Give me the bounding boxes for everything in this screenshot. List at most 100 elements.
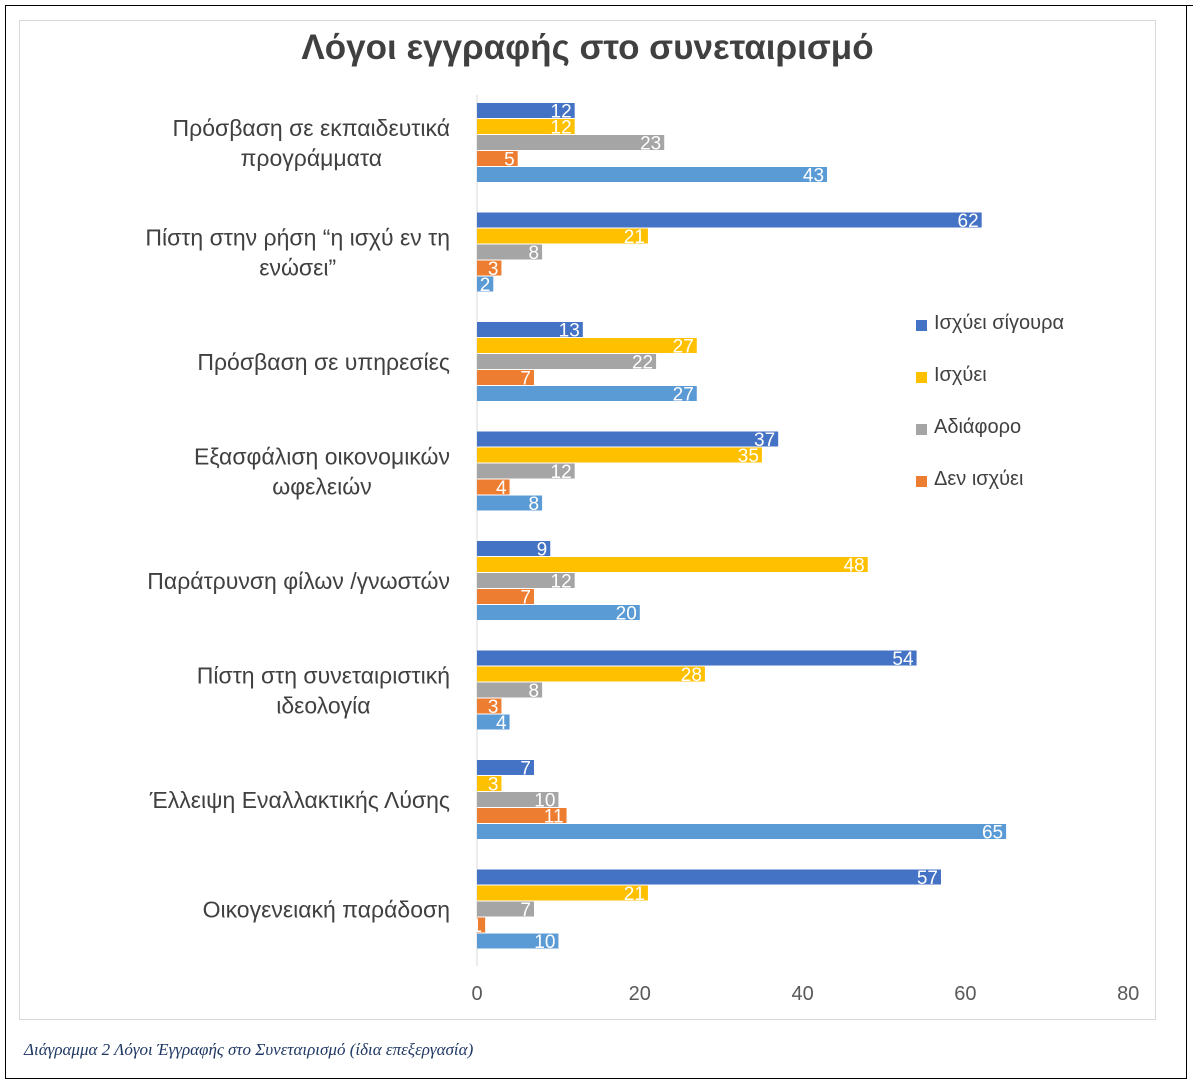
data-label: 21 (624, 227, 645, 248)
bar (477, 901, 534, 917)
legend-label: Ισχύει σίγουρα (934, 312, 1065, 334)
category-label: Πρόσβαση σε εκπαιδευτικά (173, 115, 450, 141)
bar (477, 322, 583, 337)
bar (477, 386, 697, 401)
bar (477, 666, 705, 682)
data-label: 20 (616, 604, 637, 625)
category-label: Πρόσβαση σε υπηρεσίες (197, 349, 450, 375)
data-label: 21 (624, 884, 645, 905)
data-label: 35 (738, 446, 759, 467)
data-label: 4 (496, 713, 507, 734)
data-label: 37 (754, 430, 775, 451)
data-label: 10 (534, 932, 555, 953)
category-label: Πίστη στην ρήση “η ισχύ εν τη (145, 225, 450, 251)
legend-swatch (916, 476, 927, 487)
data-label: 12 (551, 118, 572, 139)
bar (477, 260, 502, 276)
legend-item: Αδιάφορο (916, 416, 1156, 444)
data-label: 9 (537, 540, 548, 561)
bar (477, 885, 648, 901)
bar (477, 479, 510, 495)
data-label: 7 (520, 759, 531, 780)
bar (477, 103, 575, 118)
data-label: 11 (544, 807, 564, 828)
bar (477, 244, 543, 260)
data-label: 62 (958, 211, 979, 232)
bar (477, 824, 1007, 839)
data-label: 10 (534, 791, 555, 812)
bar (477, 714, 510, 730)
data-label: 12 (551, 572, 572, 593)
bar (477, 431, 779, 447)
x-tick-label: 40 (791, 983, 813, 1005)
bar (477, 573, 575, 588)
data-label: 3 (488, 697, 499, 718)
data-label: 12 (551, 102, 572, 123)
bar (477, 228, 648, 244)
x-tick-label: 20 (629, 983, 651, 1005)
data-label: 3 (488, 259, 499, 280)
bar (477, 917, 486, 933)
bar (477, 370, 534, 385)
bar (477, 650, 917, 666)
data-label: 27 (673, 337, 694, 358)
bar (477, 463, 575, 479)
legend-item: Ισχύει (916, 364, 1156, 392)
category-label: ενώσει” (259, 255, 336, 281)
bar (477, 495, 543, 511)
bar (477, 760, 534, 775)
bar (477, 212, 982, 228)
data-label: 23 (640, 134, 661, 155)
bar (477, 119, 575, 134)
data-label: 8 (529, 243, 540, 264)
category-label: Παράτρυνση φίλων /γνωστών (147, 568, 450, 594)
bar (477, 338, 697, 353)
data-label: 22 (632, 353, 653, 374)
top-rule (1155, 5, 1193, 6)
data-label: 48 (844, 556, 865, 577)
x-tick-label: 0 (471, 983, 482, 1005)
bar (477, 447, 762, 463)
data-label: 12 (551, 462, 572, 483)
bar (477, 808, 567, 823)
data-label: 3 (488, 775, 499, 796)
legend-label: Ισχύει (934, 364, 987, 386)
category-label: προγράμματα (241, 145, 382, 171)
legend-swatch (916, 424, 927, 435)
document-frame (5, 5, 1187, 1079)
bar (477, 354, 657, 369)
data-label: 7 (520, 588, 531, 609)
category-label: Οικογενειακή παράδοση (203, 897, 450, 923)
data-label: 4 (496, 478, 507, 499)
data-label: 7 (520, 900, 531, 921)
figure-caption: Διάγραμμα 2 Λόγοι Έγγραφής στο Συνεταιρι… (24, 1040, 474, 1059)
chart-title: Λόγοι εγγραφής στο συνεταιρισμό (301, 28, 874, 67)
bar (477, 682, 543, 698)
bar (477, 792, 559, 807)
data-label: 27 (673, 385, 694, 406)
data-label: 1 (472, 916, 483, 937)
bar (477, 541, 551, 556)
data-label: 57 (917, 868, 938, 889)
legend-swatch (916, 372, 927, 383)
category-label: Πίστη στη συνεταιριστική (197, 663, 450, 689)
category-label: ιδεολογία (276, 693, 370, 719)
bar (477, 933, 559, 949)
bar (477, 589, 534, 604)
x-tick-label: 80 (1117, 983, 1139, 1005)
bar (477, 167, 828, 182)
bar (477, 869, 941, 885)
bar (477, 698, 502, 714)
bar (477, 557, 868, 572)
data-label: 13 (559, 321, 580, 342)
data-label: 8 (529, 681, 540, 702)
data-label: 54 (892, 649, 914, 670)
legend-label: Δεν ισχύει (934, 468, 1024, 490)
bar (477, 605, 640, 620)
data-label: 43 (803, 166, 824, 187)
chart-area (19, 20, 1156, 1020)
legend-item: Δεν ισχύει (916, 468, 1156, 496)
data-label: 5 (504, 150, 515, 171)
bar (477, 776, 502, 791)
